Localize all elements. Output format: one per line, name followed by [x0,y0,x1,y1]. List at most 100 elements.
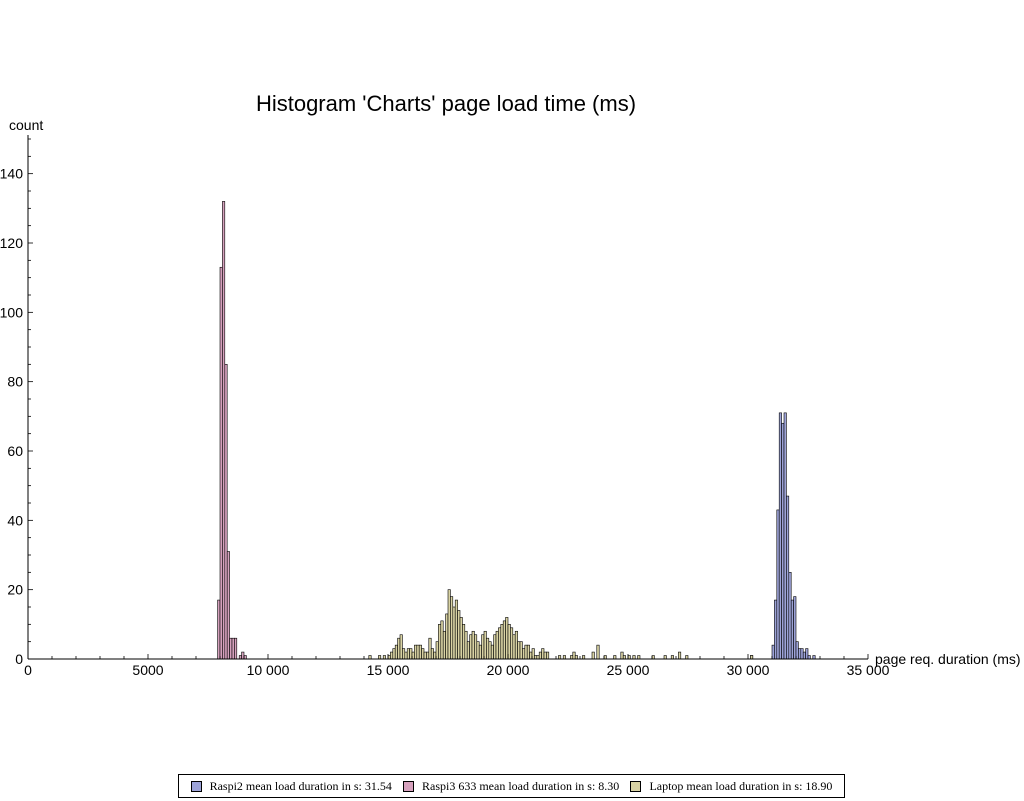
bar-series-0 [807,655,811,660]
bar-series-2 [526,644,530,660]
bar-series-1 [234,637,238,660]
bar-series-2 [454,599,458,660]
bar-series-2 [546,651,550,660]
bar-series-2 [562,655,566,660]
y-tick-label: 120 [0,235,23,251]
bar-series-0 [778,412,782,660]
bar-series-1 [219,266,223,660]
x-tick-label: 5000 [132,662,163,678]
x-tick-label: 35 000 [847,662,890,678]
bar-series-2 [399,634,403,660]
bar-series-2 [541,648,545,660]
bar-series-2 [368,655,372,660]
bar-series-2 [512,634,516,660]
legend-swatch-raspi2 [190,780,202,792]
bar-series-2 [402,648,406,660]
bar-series-2 [471,630,475,660]
bar-series-2 [445,613,449,660]
bar-series-2 [452,606,456,660]
bar-series-2 [632,655,636,660]
bar-series-2 [670,655,674,660]
bar-series-2 [476,641,480,660]
bar-series-2 [536,655,540,660]
bar-series-2 [478,644,482,660]
x-axis-label: page req. duration (ms) [875,651,1021,667]
x-tick-label: 0 [24,662,32,678]
bar-series-2 [498,627,502,660]
bars-layer [217,201,816,660]
bar-series-0 [798,648,802,660]
bar-series-2 [514,630,518,660]
bar-series-2 [538,651,542,660]
legend-swatch-raspi3 [403,780,414,792]
bar-series-1 [231,637,235,660]
bar-series-2 [534,655,538,660]
bar-series-2 [483,630,487,660]
bar-series-2 [510,627,514,660]
bar-series-2 [524,644,528,660]
bar-series-2 [495,630,499,660]
bar-series-2 [426,651,430,660]
legend-item-raspi2: Raspi2 mean load duration in s: 31.54 [190,778,392,794]
bar-series-2 [397,637,401,660]
bar-series-2 [464,630,468,660]
bar-series-0 [774,599,778,660]
bar-series-2 [620,651,624,660]
bar-series-2 [438,624,442,660]
bar-series-2 [414,644,418,660]
bar-series-2 [500,624,504,660]
y-tick-label: 20 [7,582,23,598]
bar-series-2 [522,648,526,660]
bar-series-2 [394,644,398,660]
y-tick-label: 0 [15,651,23,667]
x-tick-label: 25 000 [607,662,650,678]
bar-series-2 [572,651,576,660]
bar-series-1 [222,201,226,660]
bar-series-2 [466,641,470,660]
x-tick-label: 15 000 [367,662,410,678]
legend-label-raspi3: Raspi3 633 mean load duration in s: 8.30 [422,778,620,793]
bar-series-1 [224,364,228,660]
bar-series-0 [776,509,780,660]
bar-series-0 [790,599,794,660]
bar-series-2 [507,624,511,660]
bar-series-2 [582,655,586,660]
bar-series-0 [781,422,785,660]
bar-series-2 [570,655,574,660]
x-tick-label: 10 000 [247,662,290,678]
bar-series-0 [788,572,792,660]
bar-series-0 [802,651,806,660]
bar-series-2 [517,641,521,660]
y-tick-label: 80 [7,374,23,390]
bar-series-0 [793,596,797,660]
bar-series-2 [382,655,386,660]
bar-series-2 [430,648,434,660]
bar-series-2 [378,655,382,660]
bar-series-2 [481,634,485,660]
bar-series-2 [418,644,422,660]
bar-series-2 [428,637,432,660]
bar-series-0 [800,648,804,660]
legend-item-laptop: Laptop mean load duration in s: 18.90 [630,779,832,794]
bar-series-2 [574,655,578,660]
y-tick-label: 40 [7,512,23,528]
bar-series-2 [457,610,461,660]
y-axis-label: count [9,117,43,133]
bar-series-1 [217,599,221,660]
bar-series-2 [637,655,641,660]
bar-series-2 [442,630,446,660]
chart-title: Histogram 'Charts' page load time (ms) [256,91,636,116]
bar-series-2 [474,634,478,660]
bar-series-2 [622,655,626,660]
bar-series-2 [490,644,494,660]
bar-series-2 [591,651,595,660]
bar-series-2 [406,648,410,660]
bar-series-2 [505,617,509,660]
bar-series-2 [462,624,466,660]
x-tick-label: 30 000 [727,662,770,678]
legend-label-raspi2: Raspi2 mean load duration in s: 31.54 [209,778,392,793]
legend-label-laptop: Laptop mean load duration in s: 18.90 [649,778,833,793]
bar-series-2 [486,637,490,660]
legend: Raspi2 mean load duration in s: 31.54 Ra… [178,774,845,798]
